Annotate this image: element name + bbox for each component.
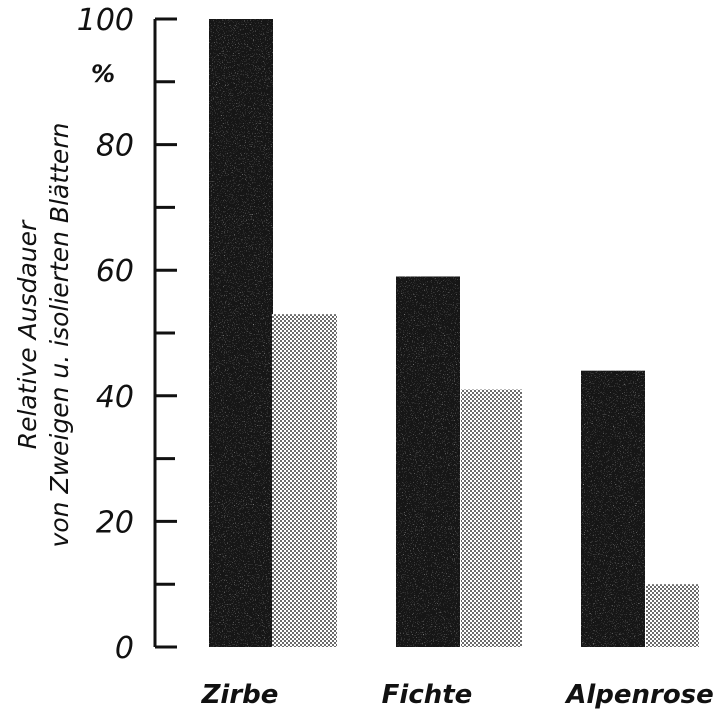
category-label: Zirbe <box>201 680 279 710</box>
bar-dotted-zirbe <box>272 314 337 647</box>
bar-dark-fichte <box>396 276 460 647</box>
y-axis-title: Relative Ausdauer von Zweigen u. isolier… <box>13 123 74 548</box>
bars <box>209 19 699 647</box>
bar-dotted-fichte <box>461 389 522 647</box>
category-label: Alpenrose <box>564 680 714 710</box>
bar-dotted-alpenrose <box>646 584 699 647</box>
x-axis-labels: Zirbe Fichte Alpenrose <box>201 680 714 710</box>
bar-dark-alpenrose <box>581 370 645 647</box>
y-tick-label: 80 <box>96 129 134 164</box>
y-tick-label: 20 <box>96 505 134 540</box>
y-tick-label: 60 <box>96 254 134 289</box>
y-tick-label: 0 <box>115 631 134 666</box>
category-label: Fichte <box>382 680 473 710</box>
y-axis: 0 20 40 60 80 100% <box>77 3 177 666</box>
bar-dark-zirbe <box>209 19 273 647</box>
y-axis-title-line-1: Relative Ausdauer <box>13 219 42 449</box>
y-unit-label: % <box>91 60 115 88</box>
y-tick-label: 100 <box>77 3 134 38</box>
y-axis-title-line-2: von Zweigen u. isolierten Blättern <box>45 123 74 548</box>
y-tick-label: 40 <box>96 380 134 415</box>
